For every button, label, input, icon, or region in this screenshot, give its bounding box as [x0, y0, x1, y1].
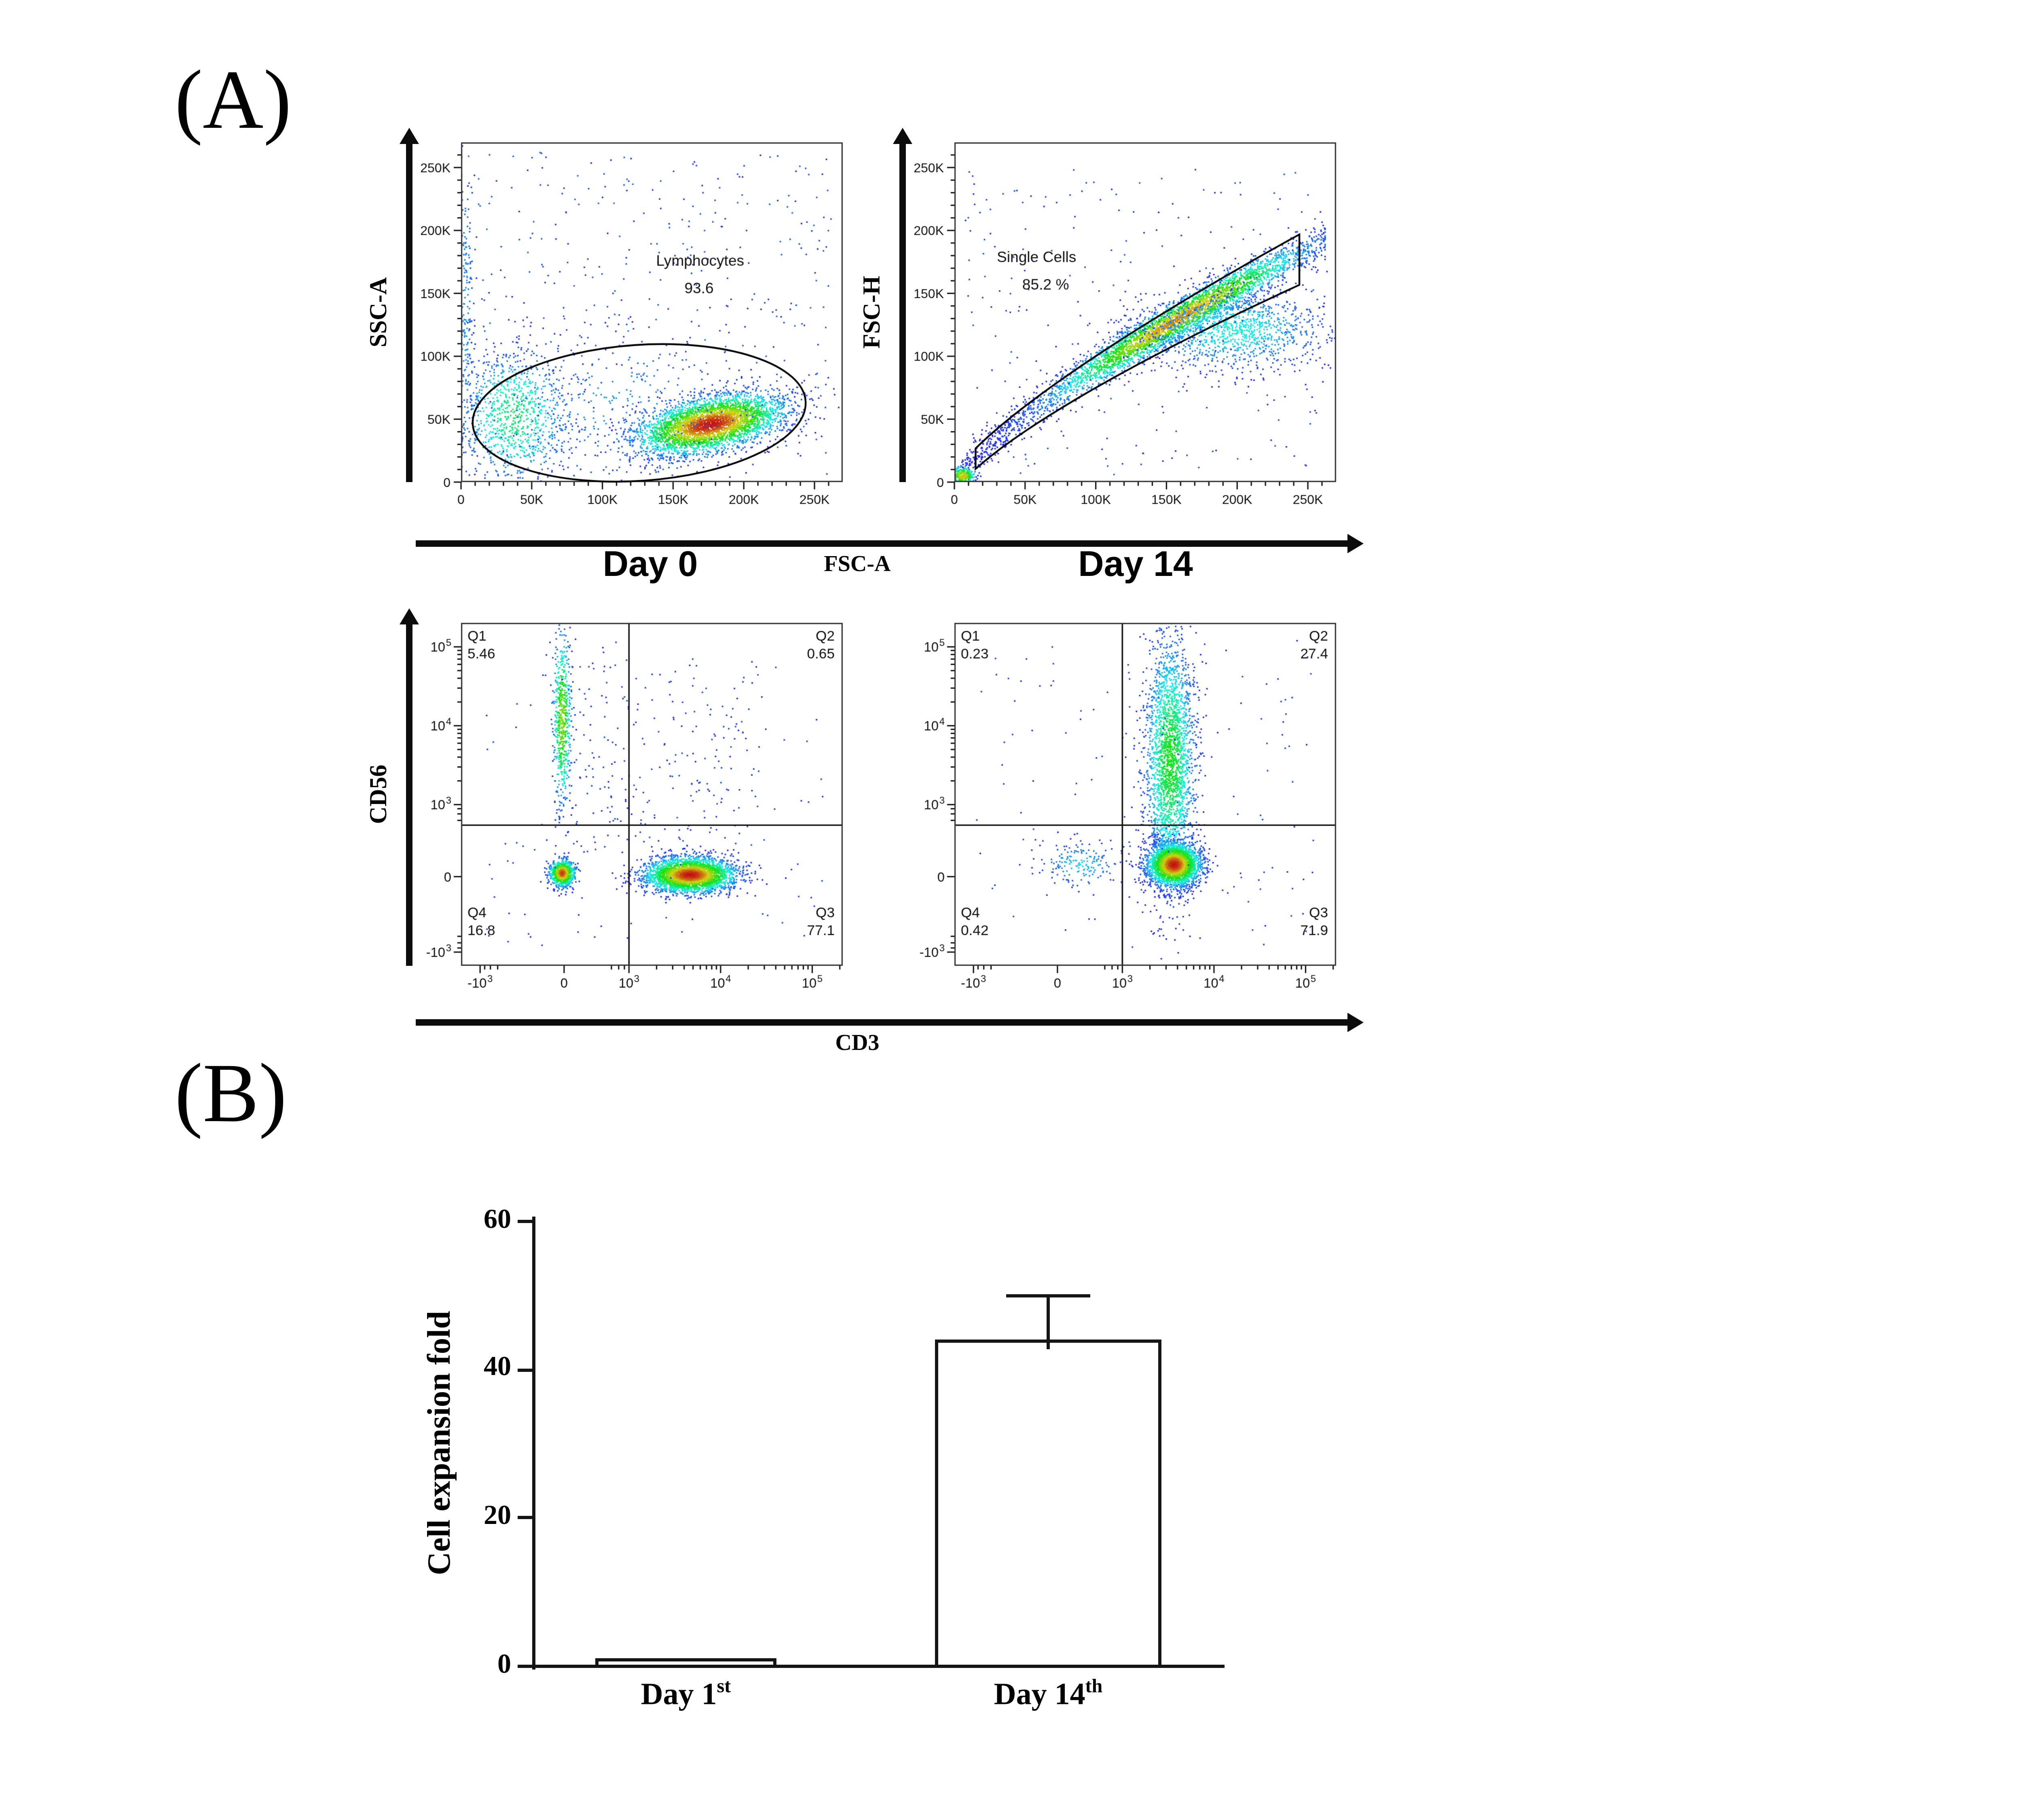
flow-plot-day14-cd3-cd56 [877, 600, 1362, 1031]
fsc-a-shared-axis-label: FSC-A [824, 553, 891, 578]
bar-category-label: Day 14th [994, 1674, 1103, 1712]
bar-chart-y-tick-label: 0 [497, 1648, 511, 1678]
bar-chart-baseline [532, 1664, 1225, 1668]
flow-plot-day0-cd3-cd56 [383, 600, 869, 1031]
flow-plot-lymphocyte-gate [383, 120, 869, 547]
bar-chart-y-tick [518, 1368, 534, 1371]
fsc-h-axis-arrow [899, 142, 905, 482]
flow-plot-single-cells-gate [877, 120, 1362, 547]
bar-chart-y-axis-label: Cell expansion fold [422, 1311, 458, 1575]
day0-header: Day 0 [603, 544, 698, 584]
bar-chart-y-tick-label: 60 [484, 1203, 511, 1234]
panel-a-label: (A) [175, 55, 292, 147]
bar-chart-y-axis [532, 1217, 536, 1670]
bar-category-label: Day 1st [641, 1674, 731, 1712]
cd56-axis-arrow [406, 623, 412, 966]
ssc-a-axis-label: SSC-A [367, 277, 393, 347]
day14-header: Day 14 [1078, 544, 1193, 584]
bar-chart-y-tick [518, 1664, 534, 1668]
cd3-shared-axis-label: CD3 [835, 1032, 880, 1056]
bar-chart-y-tick-label: 20 [484, 1499, 511, 1530]
fsc-a-axis-arrow [416, 540, 1349, 546]
panel-b-label: (B) [175, 1048, 287, 1141]
error-bar-line [1046, 1295, 1050, 1350]
bar-chart-y-tick [518, 1516, 534, 1520]
bar-day14 [935, 1340, 1161, 1668]
bar-day1 [595, 1657, 776, 1668]
bar-chart-y-tick-label: 40 [484, 1351, 511, 1382]
cd3-axis-arrow [416, 1019, 1349, 1025]
error-bar-cap [1006, 1293, 1090, 1298]
fsc-h-axis-label: FSC-H [860, 276, 886, 349]
cd56-axis-label: CD56 [367, 764, 393, 824]
ssc-a-axis-arrow [406, 142, 412, 482]
bar-chart-y-tick [518, 1219, 534, 1223]
